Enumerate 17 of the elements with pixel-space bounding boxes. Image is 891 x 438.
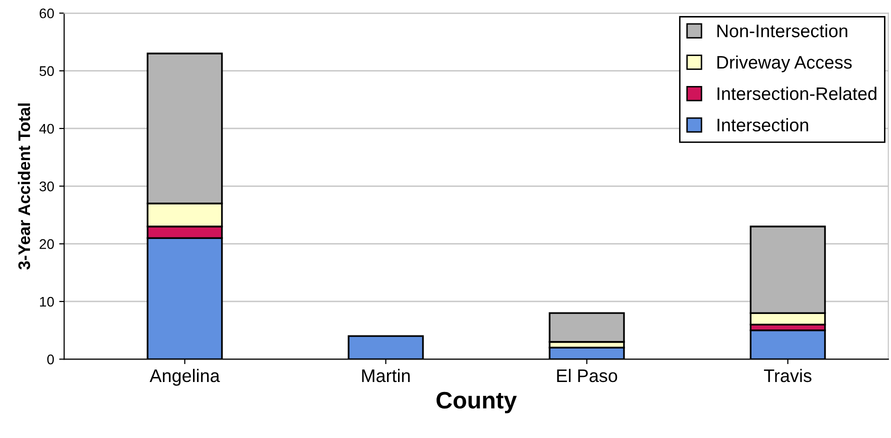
- x-tick-label: El Paso: [557, 368, 618, 382]
- legend-label: Intersection: [718, 118, 808, 132]
- x-tick-label: Angelina: [150, 368, 220, 386]
- y-tick-label: 60: [40, 8, 54, 18]
- y-tick-label: 10: [40, 296, 54, 307]
- y-tick-label: 30: [40, 181, 54, 192]
- x-tick-label: Travis: [764, 368, 812, 382]
- legend-label: Driveway Access: [717, 55, 852, 72]
- y-tick-label: 50: [40, 66, 54, 76]
- y-axis-title: 3-Year Accident Total: [18, 104, 30, 270]
- y-tick-label: 40: [39, 124, 54, 134]
- x-axis-title: County: [436, 392, 517, 414]
- legend-label: Intersection-Related: [718, 86, 876, 100]
- y-tick-label: 0: [47, 354, 54, 364]
- legend-label: Non-Intersection: [717, 24, 848, 38]
- y-tick-label: 20: [40, 239, 54, 249]
- x-tick-label: Martin: [362, 368, 410, 382]
